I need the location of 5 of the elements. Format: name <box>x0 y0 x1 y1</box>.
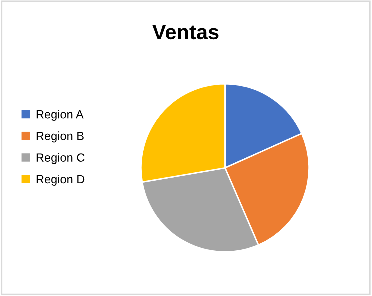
legend-label: Region C <box>36 153 85 164</box>
legend-label: Region B <box>36 132 84 143</box>
chart-title: Ventas <box>152 25 219 40</box>
legend-label: Region A <box>36 110 84 122</box>
legend-label: Region D <box>36 174 85 186</box>
